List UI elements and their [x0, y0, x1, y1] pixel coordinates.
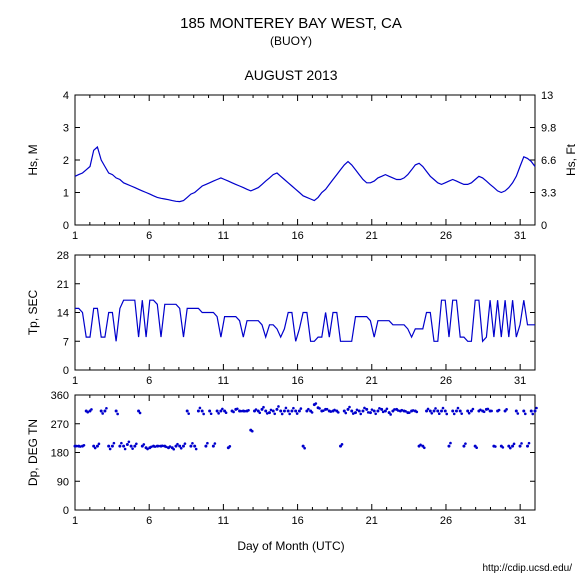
footer-url: http://cdip.ucsd.edu/ — [482, 563, 572, 574]
svg-text:360: 360 — [51, 390, 69, 402]
svg-text:4: 4 — [63, 90, 69, 102]
svg-text:1: 1 — [63, 188, 69, 200]
svg-text:31: 31 — [514, 515, 526, 527]
svg-text:11: 11 — [218, 515, 229, 527]
title-sub: (BUOY) — [270, 34, 312, 48]
svg-text:9.8: 9.8 — [541, 123, 556, 135]
svg-text:16: 16 — [291, 375, 303, 387]
title-month: AUGUST 2013 — [244, 67, 337, 83]
svg-text:6: 6 — [146, 230, 152, 242]
svg-text:26: 26 — [440, 515, 452, 527]
svg-text:21: 21 — [366, 375, 378, 387]
svg-text:21: 21 — [57, 279, 69, 291]
chart-svg: 185 MONTEREY BAY WEST, CA (BUOY) AUGUST 20… — [0, 0, 582, 581]
panel-frame — [75, 395, 535, 510]
svg-text:31: 31 — [514, 230, 526, 242]
svg-text:90: 90 — [57, 476, 69, 488]
svg-text:6: 6 — [146, 515, 152, 527]
svg-text:0: 0 — [63, 365, 69, 377]
ylabel-right: Hs, Ft — [564, 143, 578, 176]
title-main: 185 MONTEREY BAY WEST, CA — [180, 15, 402, 32]
svg-text:1: 1 — [72, 515, 78, 527]
svg-text:0: 0 — [63, 220, 69, 232]
svg-text:14: 14 — [57, 308, 69, 320]
data-line — [75, 300, 535, 341]
svg-text:1: 1 — [72, 375, 78, 387]
svg-text:28: 28 — [57, 250, 69, 262]
svg-text:26: 26 — [440, 230, 452, 242]
ylabel-left: Tp, SEC — [26, 290, 40, 336]
svg-text:16: 16 — [291, 515, 303, 527]
svg-text:3: 3 — [63, 123, 69, 135]
svg-text:21: 21 — [366, 515, 378, 527]
data-line — [75, 147, 535, 202]
scatter-group — [74, 402, 538, 450]
svg-text:1: 1 — [72, 230, 78, 242]
svg-text:6.6: 6.6 — [541, 155, 556, 167]
svg-text:6: 6 — [146, 375, 152, 387]
svg-text:3.3: 3.3 — [541, 188, 556, 200]
ylabel-left: Dp, DEG TN — [26, 419, 40, 486]
svg-text:21: 21 — [366, 230, 378, 242]
svg-text:0: 0 — [63, 505, 69, 517]
svg-text:270: 270 — [51, 419, 69, 431]
svg-text:180: 180 — [51, 448, 69, 460]
svg-text:11: 11 — [218, 375, 229, 387]
svg-text:11: 11 — [218, 230, 229, 242]
svg-text:16: 16 — [291, 230, 303, 242]
svg-text:31: 31 — [514, 375, 526, 387]
svg-text:26: 26 — [440, 375, 452, 387]
svg-text:0: 0 — [541, 220, 547, 232]
svg-text:2: 2 — [63, 155, 69, 167]
chart-container: 185 MONTEREY BAY WEST, CA (BUOY) AUGUST 20… — [0, 0, 582, 581]
panel-frame — [75, 95, 535, 225]
svg-text:13: 13 — [541, 90, 553, 102]
ylabel-left: Hs, M — [26, 144, 40, 175]
xlabel: Day of Month (UTC) — [237, 539, 344, 553]
svg-text:7: 7 — [63, 336, 69, 348]
